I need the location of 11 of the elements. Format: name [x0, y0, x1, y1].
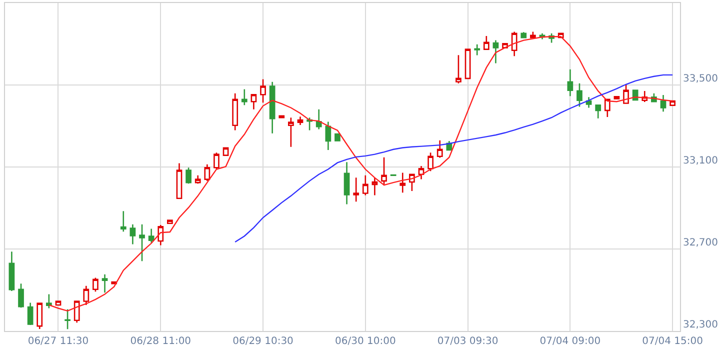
x-tick-label: 06/27 11:30: [28, 336, 89, 347]
x-tick-label: 06/28 11:00: [130, 336, 192, 347]
y-tick-label: 33,500: [683, 74, 718, 84]
x-tick-label: 06/30 10:00: [334, 336, 396, 347]
x-tick-label: 06/29 10:30: [232, 336, 294, 347]
y-tick-label: 33,100: [683, 156, 718, 166]
x-tick-label: 07/04 09:00: [540, 336, 601, 347]
x-tick-label: 07/04 15:00: [642, 336, 703, 347]
y-tick-label: 32,300: [683, 320, 718, 330]
x-tick-label: 07/03 09:30: [437, 336, 498, 347]
y-tick-label: 32,700: [683, 238, 718, 248]
